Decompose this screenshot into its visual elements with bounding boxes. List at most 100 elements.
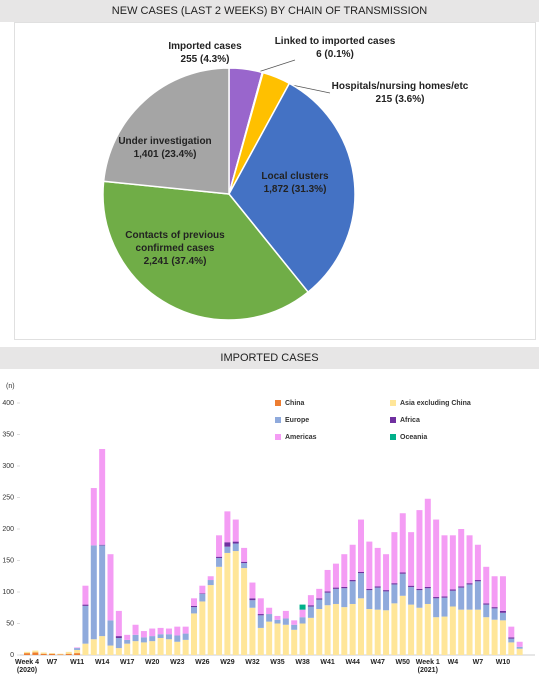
bar-segment [99,544,106,546]
legend-label: Europe [285,417,309,424]
bar-segment [424,586,431,589]
bar-segment [99,636,106,655]
bar-segment [291,620,298,625]
bar-segment [508,626,515,638]
bar-segment [474,581,481,610]
bar-segment [399,513,406,573]
legend-label: Africa [400,417,420,424]
bar-segment [324,591,331,593]
x-tick-label: W17 [119,659,135,666]
bar-segment [374,609,381,655]
legend-swatch [275,400,281,406]
x-tick-label: W14 [94,659,110,666]
bar-segment [165,634,172,640]
bar-segment [216,566,223,655]
bar-segment [324,569,331,592]
bar-segment [383,591,390,611]
x-tick-label: W11 [70,659,85,666]
bar-segment [107,620,114,646]
bar-segment [399,595,406,655]
bar-segment [508,642,515,655]
bar-segment [282,618,289,625]
pie-slice [228,82,356,294]
bar-segment [358,571,364,574]
bar-segment [232,551,239,655]
slice-name: Linked to imported cases [274,36,396,47]
bar-segment [74,647,81,649]
bar-segment [57,654,64,655]
bar-segment [182,633,189,640]
bar-segment [241,568,248,655]
bar-segment [491,576,498,608]
bar-segment [491,619,498,655]
bar-segment [90,545,97,640]
bar-segment [241,561,248,564]
bar-segment [249,582,256,599]
bar-segment [199,593,206,594]
bar-segment [299,617,306,624]
bar-segment [40,652,47,654]
bar-segment [224,542,231,547]
pie-chart [102,59,356,321]
bar-segment [499,620,506,655]
bar-segment [491,607,498,609]
bar-segment [366,590,373,610]
y-tick-label: 0 [10,652,14,659]
bar-segment [316,588,323,599]
bar-segment [508,638,515,643]
bar-segment [191,598,197,606]
bar-segment [424,588,431,604]
slice-label: Linked to imported cases 6 (0.1%) [265,35,405,61]
bar-segment [274,623,281,655]
bar-segment [157,627,164,635]
bar-segment [266,607,273,615]
bar-segment [90,488,97,546]
y-tick-label: 100 [2,589,14,596]
bar-segment [216,535,223,557]
bar-segment [383,610,390,655]
x-tick-label: Week 1 (2021) [415,659,440,674]
legend-label: Americas [285,434,317,441]
bar-segment [82,604,89,606]
bar-segment [224,552,231,655]
bar-segment [49,653,56,654]
bar-segment [191,607,197,614]
bar-segment [257,614,264,616]
legend-swatch [275,434,281,440]
bar-segment [316,609,323,655]
bar-segment [216,557,223,567]
bar-segment [132,641,139,655]
bar-segment [24,653,30,655]
slice-label: Imported cases 255 (4.3%) [135,40,275,66]
bar-title: IMPORTED CASES [0,347,539,369]
bar-segment [441,616,448,655]
pie-slice [102,180,310,321]
bar-segment [424,603,431,655]
legend-swatch [275,417,281,423]
y-tick-label: 200 [2,526,14,533]
bar-segment [149,641,156,655]
bar-segment [107,645,114,655]
bar-segment [115,637,122,649]
bar-segment [307,617,314,655]
bar-segment [140,631,147,638]
bar-segment [132,624,139,635]
bar-segment [74,648,81,650]
bar-segment [466,609,473,655]
bar-segment [449,606,456,655]
bar-segment [466,584,473,610]
bar-segment [274,615,281,620]
bar-segment [358,598,364,655]
bar-segment [474,609,481,655]
bar-segment [399,572,406,574]
bar-segment [391,532,398,584]
bar-segment [483,566,490,604]
bar-segment [82,585,89,605]
bar-segment [458,609,465,655]
bar-segment [266,621,273,655]
bar-segment [324,592,331,606]
bar-segment [124,643,131,655]
bar-segment [349,581,356,604]
x-tick-label: W20 [145,659,160,666]
